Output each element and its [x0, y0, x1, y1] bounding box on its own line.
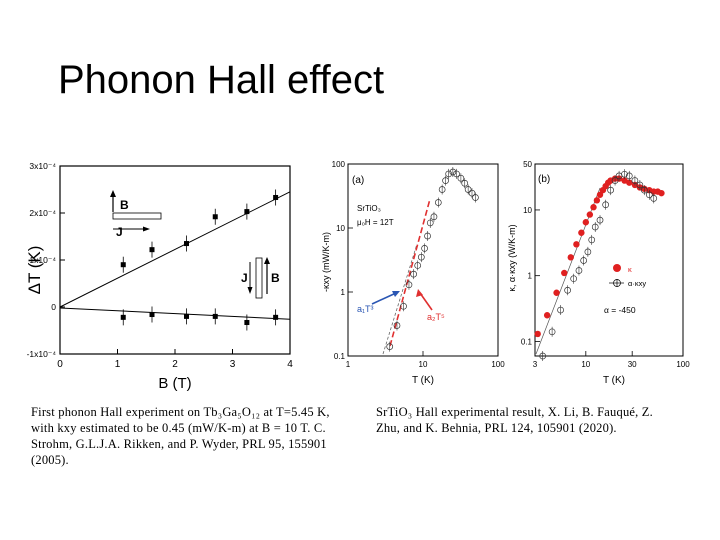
kappa-point: [561, 269, 568, 277]
y-tick-label: -1x10⁻⁴: [27, 349, 57, 359]
x-tick-label: 10: [419, 360, 428, 369]
y-axis-label: κ, α·κxy (W/K-m): [507, 224, 517, 291]
x-tick-label: 30: [628, 360, 637, 369]
inset-b-label-1: B: [120, 198, 129, 212]
legend-alpha-kxy: α·κxy: [628, 279, 646, 288]
inset-b-label-2: B: [271, 271, 280, 285]
y-tick-label: 1x10⁻⁴: [29, 255, 56, 265]
x-tick-label: 100: [676, 360, 690, 369]
fit-line-a1-t3: [382, 243, 418, 355]
legend-line-1: SrTiO₃: [357, 204, 381, 213]
kappa-point: [543, 312, 551, 319]
inset-field-current-perpendicular: J B: [241, 257, 280, 299]
y-tick-label: 50: [523, 160, 532, 169]
kappa-point: [593, 197, 601, 204]
y-tick-label: 0: [51, 302, 56, 312]
x-tick-label: 10: [581, 360, 590, 369]
data-point: [149, 247, 155, 253]
chart-panel-b: 0.1 1 10 50 3 10 30 100 (b) κ α·κxy α = -450 κ,…: [507, 160, 690, 386]
y-tick-label: 10: [336, 224, 345, 233]
data-point: [212, 313, 218, 319]
legend: κ α·κxy α = -450: [604, 264, 646, 315]
kappa-point: [586, 211, 594, 218]
y-tick-label: 1: [341, 288, 346, 297]
x-axis-label: T (K): [412, 375, 434, 386]
y-tick-label: 10: [523, 206, 532, 215]
y-axis-label: ΔT (K): [25, 246, 44, 295]
data-point: [120, 314, 126, 320]
svg-text:a₁T³: a₁T³: [357, 304, 374, 314]
kappa-point: [626, 179, 633, 186]
panel-label-a: (a): [352, 175, 364, 186]
x-tick-label: 4: [287, 359, 293, 370]
plot-frame: [59, 165, 291, 355]
inset-j-label-1: J: [116, 225, 123, 239]
x-tick-label: 0: [57, 359, 63, 370]
kappa-point: [658, 189, 665, 197]
plot-frame: [534, 163, 684, 357]
y-tick-label: 2x10⁻⁴: [29, 208, 56, 218]
legend-alpha: α = -450: [604, 305, 636, 315]
data-point: [184, 241, 189, 247]
slide-title: Phonon Hall effect: [58, 58, 385, 102]
kappa-point: [567, 254, 574, 261]
y-tick-label: 0.1: [521, 337, 533, 346]
x-tick-label: 2: [172, 359, 178, 370]
fit-line: [59, 191, 291, 308]
data-point: [184, 313, 189, 319]
inset-field-current-parallel: B J: [110, 190, 162, 239]
x-tick-label: 3: [230, 359, 236, 370]
kappa-point: [582, 219, 590, 226]
y-tick-label: 100: [332, 160, 346, 169]
data-point: [273, 314, 279, 320]
kappa-point: [590, 204, 597, 211]
kappa-point: [578, 229, 585, 236]
x-axis-label: B (T): [158, 375, 191, 392]
y-tick-label: 3x10⁻⁴: [29, 161, 56, 171]
caption-right: SrTiO₃ Hall experimental result, X. Li, …: [376, 405, 653, 435]
caption-left: First phonon Hall experiment on Tb₃Ga₅O₁…: [31, 405, 330, 467]
data-point: [149, 312, 155, 318]
y-axis-label: -κxy (mW/K-m): [321, 232, 331, 292]
kappa-point: [621, 177, 628, 184]
svg-text:a₂T⁵: a₂T⁵: [427, 312, 445, 322]
kappa-point: [534, 330, 541, 338]
data-point: [120, 262, 126, 268]
x-tick-label: 1: [346, 360, 351, 369]
data-point: [244, 320, 250, 326]
data-point: [244, 209, 250, 215]
x-tick-label: 3: [533, 360, 538, 369]
fit-line-a2-t5: [389, 198, 431, 347]
data-point: [273, 194, 279, 200]
x-tick-label: 1: [115, 359, 121, 370]
kappa-point: [573, 241, 580, 248]
annotation-a2-t5: a₂T⁵: [416, 289, 445, 322]
y-tick-label: 0.1: [334, 352, 346, 361]
annotation-a1-t3: a₁T³: [357, 291, 400, 314]
y-tick-label: 1: [528, 272, 533, 281]
fit-line: [59, 307, 291, 320]
inset-j-label-2: J: [241, 271, 248, 285]
legend-kappa: κ: [628, 265, 632, 274]
x-axis-label: T (K): [603, 375, 625, 386]
legend-line-2: μ₀H = 12T: [357, 218, 394, 227]
kappa-point: [596, 191, 604, 198]
kappa-point: [553, 289, 560, 296]
data-point: [212, 214, 218, 220]
panel-label-b: (b): [538, 174, 550, 185]
x-tick-label: 100: [491, 360, 505, 369]
